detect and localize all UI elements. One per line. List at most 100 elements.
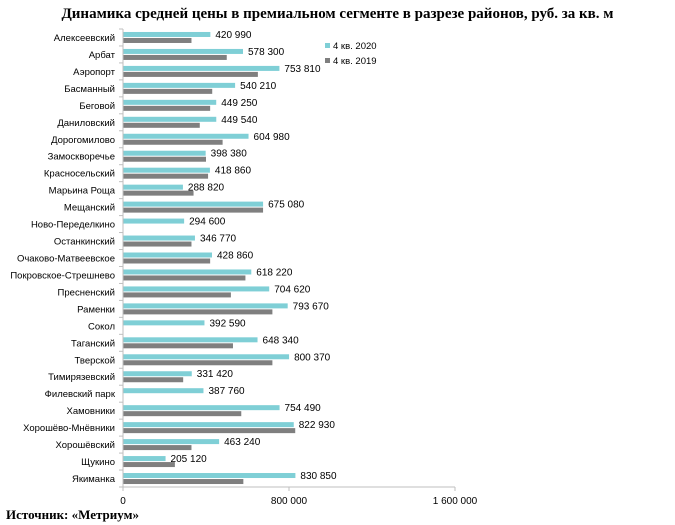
data-label: 428 860 xyxy=(217,251,254,262)
bar-2019 xyxy=(123,411,242,417)
data-label: 392 590 xyxy=(209,318,246,329)
bar-2019 xyxy=(123,105,211,111)
bar-2019 xyxy=(123,241,192,247)
category-label: Алексеевский xyxy=(54,33,115,44)
data-label: 822 930 xyxy=(299,420,336,431)
bar-2019 xyxy=(123,428,296,434)
category-label: Беговой xyxy=(79,101,115,112)
category-label: Арбат xyxy=(89,50,116,61)
category-label: Сокол xyxy=(88,321,115,332)
category-label: Красносельский xyxy=(44,169,115,180)
category-label: Хорошёво-Мнёвники xyxy=(23,423,115,434)
bar-2019 xyxy=(123,343,233,349)
data-label: 420 990 xyxy=(215,30,252,41)
bar-2020 xyxy=(123,133,249,139)
bar-2020 xyxy=(123,269,252,275)
data-label: 205 120 xyxy=(171,454,208,465)
category-label: Таганский xyxy=(71,338,115,349)
bar-2020 xyxy=(123,252,212,258)
bar-2020 xyxy=(123,439,220,445)
bar-2020 xyxy=(123,99,217,105)
bar-2020 xyxy=(123,82,236,88)
data-label: 540 210 xyxy=(240,81,277,92)
legend: 4 кв. 2020 4 кв. 2019 xyxy=(325,41,377,67)
value-labels: 420 990 578 300 753 810 540 210 449 250 449 5… xyxy=(171,30,337,482)
bar-2020 xyxy=(123,473,296,479)
category-label: Замоскворечье xyxy=(48,152,115,163)
category-label: Покровское-Стрешнево xyxy=(10,270,115,281)
data-label: 449 540 xyxy=(221,115,258,126)
bar-2020 xyxy=(123,371,192,377)
category-label: Даниловский xyxy=(57,118,115,129)
bar-2020 xyxy=(123,218,185,224)
data-label: 463 240 xyxy=(224,437,261,448)
bar-2020 xyxy=(123,286,270,292)
data-label: 704 620 xyxy=(274,284,311,295)
bar-2020 xyxy=(123,320,205,326)
category-label: Тверской xyxy=(75,355,116,366)
legend-label: 4 кв. 2020 xyxy=(333,41,377,52)
data-label: 418 860 xyxy=(215,166,252,177)
bar-2019 xyxy=(123,309,273,315)
axes: 0 800 000 1 600 000 xyxy=(119,28,478,507)
category-label: Басманный xyxy=(64,84,115,95)
bar-2019 xyxy=(123,156,206,162)
data-label: 800 370 xyxy=(294,352,331,363)
category-label: Щукино xyxy=(81,457,115,468)
data-label: 675 080 xyxy=(268,200,305,211)
bar-2019 xyxy=(123,173,209,179)
data-label: 398 380 xyxy=(211,149,248,160)
category-label: Очаково-Матвеевское xyxy=(17,254,115,265)
legend-label: 4 кв. 2019 xyxy=(333,56,377,67)
category-label: Дорогомилово xyxy=(51,135,115,146)
data-label: 753 810 xyxy=(284,64,321,75)
data-label: 793 670 xyxy=(293,301,330,312)
bar-2020 xyxy=(123,184,183,190)
bar-2020 xyxy=(123,337,258,343)
bar-2019 xyxy=(123,71,258,77)
bar-2019 xyxy=(123,258,211,264)
bar-2020 xyxy=(123,48,243,54)
bar-2019 xyxy=(123,462,175,468)
data-label: 387 760 xyxy=(208,386,245,397)
x-tick-label: 800 000 xyxy=(271,496,308,507)
bar-2020 xyxy=(123,167,210,173)
legend-swatch xyxy=(325,58,330,63)
data-label: 331 420 xyxy=(197,369,234,380)
x-tick-label: 1 600 000 xyxy=(433,496,478,507)
category-label: Тимирязевский xyxy=(48,372,115,383)
category-label: Марьина Роща xyxy=(49,186,116,197)
bar-2020 xyxy=(123,354,290,360)
bar-2020 xyxy=(123,422,294,428)
data-label: 578 300 xyxy=(248,47,285,58)
category-label: Хорошёвский xyxy=(56,440,115,451)
category-label: Раменки xyxy=(77,304,115,315)
bar-2019 xyxy=(123,139,223,145)
bar-2019 xyxy=(123,360,273,366)
data-label: 346 770 xyxy=(200,234,237,245)
bar-2019 xyxy=(123,292,231,298)
category-label: Якиманка xyxy=(72,474,116,485)
data-label: 604 980 xyxy=(254,132,291,143)
category-label: Останкинский xyxy=(54,237,115,248)
bar-2019 xyxy=(123,88,213,94)
chart-title: Динамика средней цены в премиальном сегм… xyxy=(61,6,614,22)
bar-2020 xyxy=(123,456,166,462)
bar-2020 xyxy=(123,303,288,309)
data-label: 754 490 xyxy=(285,403,322,414)
source-note: Источник: «Метриум» xyxy=(6,507,139,522)
category-label: Аэропорт xyxy=(73,67,115,78)
bar-2020 xyxy=(123,388,204,394)
data-label: 618 220 xyxy=(256,267,293,278)
category-label: Ново-Переделкино xyxy=(31,220,115,231)
data-label: 294 600 xyxy=(189,217,226,228)
bar-2020 xyxy=(123,201,264,207)
bar-2019 xyxy=(123,445,192,451)
category-label: Мещанский xyxy=(64,203,115,214)
bar-2020 xyxy=(123,405,280,411)
data-label: 830 850 xyxy=(300,471,337,482)
x-tick-label: 0 xyxy=(120,496,126,507)
bars-layer xyxy=(123,31,296,485)
category-label: Пресненский xyxy=(58,287,115,298)
